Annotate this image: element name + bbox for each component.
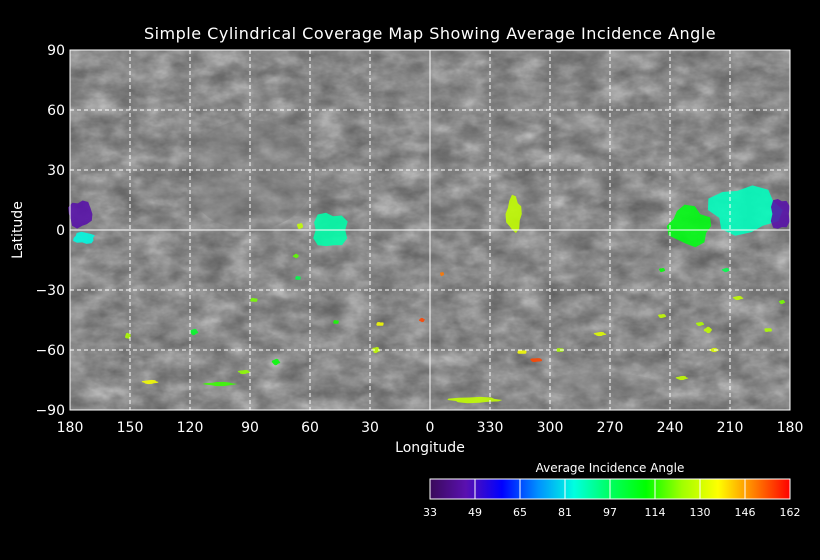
colorbar-tick-label: 97: [603, 506, 617, 519]
coverage-patch: [707, 185, 783, 236]
colorbar-tick-label: 162: [780, 506, 801, 519]
colorbar-title: Average Incidence Angle: [536, 461, 685, 475]
colorbar-tick-label: 65: [513, 506, 527, 519]
longitude-tick-label: 180: [777, 420, 804, 436]
coverage-patch: [297, 223, 304, 230]
coverage-patch: [333, 320, 339, 324]
colorbar-tick-label: 49: [468, 506, 482, 519]
latitude-ticks: 90 60 30 0 −30 −60 −90: [35, 43, 65, 419]
longitude-tick-label: 120: [177, 420, 204, 436]
longitude-tick-label: 90: [241, 420, 259, 436]
coverage-patch: [659, 268, 666, 273]
coverage-patch: [770, 199, 790, 229]
longitude-ticks: 180 150 120 90 60 30 0 330 300 270 240 210 180: [57, 420, 804, 436]
coverage-patch: [517, 350, 527, 354]
coverage-patch: [292, 253, 300, 259]
colorbar-tick-label: 81: [558, 506, 572, 519]
colorbar-tick-label: 33: [423, 506, 437, 519]
coverage-patch: [295, 276, 301, 280]
coverage-patch: [418, 317, 425, 323]
coverage-patch: [73, 231, 95, 244]
longitude-tick-label: 60: [301, 420, 319, 436]
x-axis-label: Longitude: [395, 440, 465, 456]
coverage-patch: [313, 212, 348, 247]
coverage-patch: [778, 299, 786, 305]
longitude-tick-label: 150: [117, 420, 144, 436]
longitude-tick-label: 0: [426, 420, 435, 436]
coverage-patch: [250, 297, 258, 302]
coverage-patch: [141, 379, 159, 385]
coverage-patch: [675, 375, 689, 381]
coverage-patch: [371, 346, 381, 354]
coverage-patch: [125, 332, 131, 339]
coverage-patch: [271, 358, 281, 366]
latitude-tick-label: 60: [47, 103, 65, 119]
coverage-patch: [189, 328, 199, 336]
grid-lines: [70, 50, 790, 410]
colorbar-tick-label: 114: [645, 506, 666, 519]
y-axis-label: Latitude: [10, 201, 26, 259]
coverage-patch: [708, 347, 720, 353]
colorbar-tick-label: 130: [690, 506, 711, 519]
map-title: Simple Cylindrical Coverage Map Showing …: [143, 24, 717, 43]
latitude-tick-label: −30: [35, 283, 65, 299]
longitude-tick-label: 240: [657, 420, 684, 436]
coverage-patch: [658, 314, 667, 319]
coverage-patch: [721, 267, 731, 273]
coverage-patch: [666, 204, 712, 248]
colorbar-tick-label: 146: [735, 506, 756, 519]
coverage-patch: [447, 396, 503, 404]
coverage-patch: [237, 369, 251, 375]
coverage-patch: [703, 326, 713, 334]
coverage-patch: [505, 194, 522, 234]
longitude-tick-label: 300: [537, 420, 564, 436]
coverage-patch: [376, 322, 384, 326]
coverage-patch: [530, 358, 543, 363]
longitude-tick-label: 330: [477, 420, 504, 436]
coverage-patch: [593, 331, 607, 337]
longitude-tick-label: 210: [717, 420, 744, 436]
latitude-tick-label: 30: [47, 163, 65, 179]
latitude-tick-label: 90: [47, 43, 65, 59]
map-frame: [69, 49, 791, 411]
coverage-patch: [696, 322, 705, 327]
colorbar: Average Incidence Angle 33 49 65 81 97 114 130…: [423, 461, 801, 519]
longitude-tick-label: 30: [361, 420, 379, 436]
coverage-patch: [440, 272, 445, 277]
latitude-tick-label: −90: [35, 403, 65, 419]
coverage-patch: [202, 381, 238, 387]
coverage-patches: [68, 185, 790, 404]
longitude-tick-label: 270: [597, 420, 624, 436]
longitude-tick-label: 180: [57, 420, 84, 436]
coverage-patch: [732, 295, 744, 301]
latitude-tick-label: 0: [56, 223, 65, 239]
coverage-patch: [764, 328, 772, 332]
latitude-tick-label: −60: [35, 343, 65, 359]
coverage-patch: [68, 200, 93, 229]
